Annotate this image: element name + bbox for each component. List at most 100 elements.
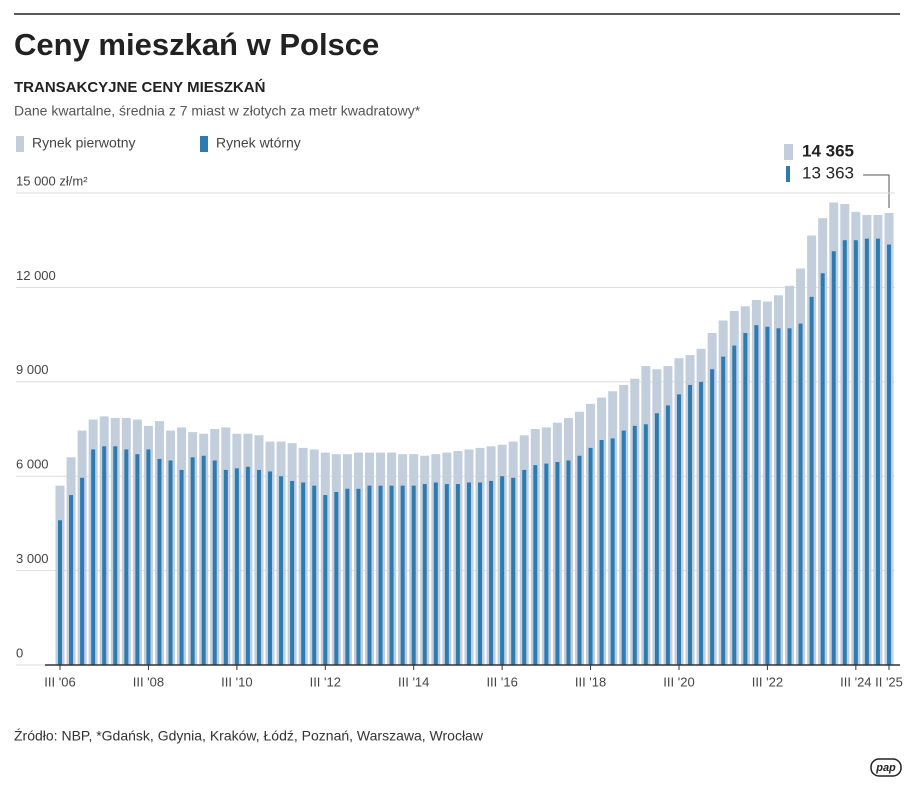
x-tick-label: III '10: [221, 674, 252, 689]
bar: [290, 480, 295, 665]
bar: [710, 369, 715, 665]
bar: [256, 469, 261, 665]
bar: [544, 463, 549, 665]
bar: [80, 477, 85, 665]
bar: [190, 457, 195, 665]
legend-label: Rynek pierwotny: [32, 135, 136, 151]
bar: [699, 381, 704, 665]
value-label: 14 365: [802, 141, 854, 160]
bar: [356, 488, 361, 665]
bar: [168, 460, 173, 665]
bar: [268, 471, 273, 665]
bar: [312, 485, 317, 665]
bar: [323, 495, 328, 665]
bar: [478, 482, 483, 665]
bar: [433, 482, 438, 665]
bar: [345, 488, 350, 665]
bar: [223, 469, 228, 665]
bar: [610, 438, 615, 665]
chart-description: Dane kwartalne, średnia z 7 miast w złot…: [14, 103, 421, 119]
bar: [102, 446, 107, 665]
y-tick-label: 3 000: [16, 551, 49, 566]
bar: [422, 484, 427, 665]
bar: [157, 458, 162, 665]
x-tick-label: III '20: [663, 674, 694, 689]
source: Źródło: NBP, *Gdańsk, Gdynia, Kraków, Łó…: [14, 728, 484, 744]
x-tick-label: III '06: [44, 674, 75, 689]
bar: [688, 384, 693, 665]
legend-swatch: [16, 136, 24, 152]
bar: [455, 484, 460, 665]
logo: pap: [875, 762, 896, 774]
bar: [621, 430, 626, 665]
y-tick-label: 12 000: [16, 268, 56, 283]
bar: [201, 455, 206, 665]
value-label-swatch: [784, 144, 793, 160]
bar: [820, 273, 825, 665]
bar: [732, 345, 737, 665]
bar: [798, 323, 803, 665]
bar: [654, 413, 659, 665]
bar: [809, 296, 814, 665]
bar: [444, 484, 449, 665]
x-tick-label: III '14: [398, 674, 429, 689]
bar: [776, 328, 781, 665]
legend-label: Rynek wtórny: [216, 135, 301, 151]
value-label-swatch: [786, 166, 790, 182]
bar: [665, 405, 670, 665]
bar: [378, 485, 383, 665]
bar: [887, 244, 891, 666]
x-tick-label: III '24: [840, 674, 871, 689]
x-tick-label: III '08: [133, 674, 164, 689]
bar: [58, 520, 62, 665]
logo-badge: [870, 758, 902, 777]
bar: [489, 480, 494, 665]
bar: [566, 460, 571, 665]
bar: [212, 460, 217, 665]
y-tick-label: 6 000: [16, 457, 49, 472]
bar: [400, 485, 405, 665]
bar: [555, 462, 560, 665]
bar: [234, 468, 239, 665]
bar: [522, 469, 527, 665]
bar: [466, 482, 471, 665]
y-tick-label: 0: [16, 645, 23, 660]
bar: [301, 482, 306, 665]
bar: [743, 333, 748, 665]
bar: [853, 240, 858, 665]
x-tick-label: III '16: [486, 674, 517, 689]
bar: [511, 477, 516, 665]
leader-line: [863, 174, 890, 208]
legend-swatch: [200, 136, 208, 152]
x-tick-label: III '12: [310, 674, 341, 689]
chart-subtitle: TRANSAKCYJNE CENY MIESZKAŃ: [14, 79, 265, 96]
value-label: 13 363: [802, 163, 854, 182]
bar: [334, 491, 339, 665]
bar: [754, 325, 759, 665]
bar: [632, 425, 637, 665]
y-tick-label: 9 000: [16, 362, 49, 377]
bar: [135, 454, 140, 665]
bar: [787, 328, 792, 665]
bar: [124, 449, 129, 665]
chart-title: Ceny mieszkań w Polsce: [14, 27, 379, 62]
bar: [721, 356, 726, 665]
bar: [765, 326, 770, 665]
x-tick-label: III '22: [752, 674, 783, 689]
x-tick-label: II '25: [875, 674, 903, 689]
bar: [588, 447, 593, 665]
bar: [245, 466, 250, 665]
bar: [69, 495, 74, 665]
bar: [179, 469, 184, 665]
bar: [577, 455, 582, 665]
bar: [91, 449, 96, 665]
y-tick-label: 15 000 zł/m²: [16, 173, 88, 188]
x-tick-label: III '18: [575, 674, 606, 689]
bar: [500, 476, 505, 665]
bar: [599, 440, 604, 665]
bar: [842, 240, 847, 665]
bar: [676, 394, 681, 665]
bar: [279, 476, 284, 665]
bar: [533, 465, 538, 665]
bar: [389, 485, 394, 665]
